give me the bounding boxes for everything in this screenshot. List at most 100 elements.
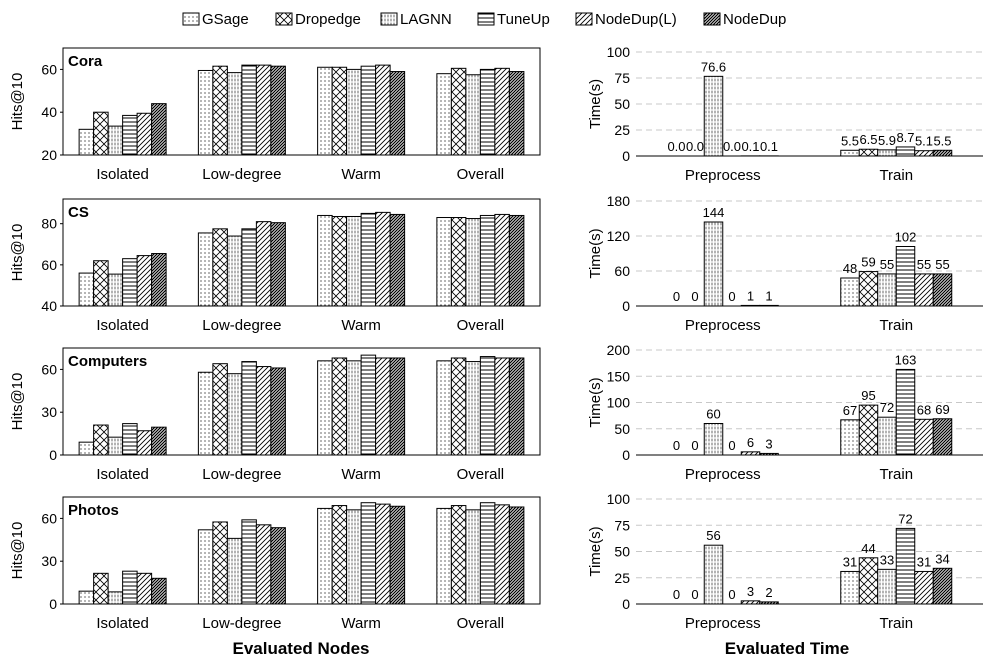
y-tick-label: 150 [607,368,631,384]
data-label-lagnn-train: 72 [880,400,894,415]
data-label-tuneup-train: 72 [898,511,912,526]
bar-tuneup-train [895,527,916,605]
y-tick-label: 0 [49,447,57,463]
bar-nodedup-warm [389,71,406,156]
y-tick-label: 100 [607,44,631,60]
bar-gsage-isolated [78,441,95,456]
legend-label-gsage: GSage [202,11,249,28]
y-tick-label: 100 [607,395,631,411]
x-category-label: Train [879,167,913,184]
y-tick-label: 75 [614,517,630,533]
data-label-tuneup-train: 8.7 [896,130,914,145]
y-tick-label: 50 [614,421,630,437]
bar-lagnn-train [877,416,897,456]
bar-gsage-low-degree [197,371,214,456]
bar-gsage-train [840,570,860,605]
data-label-gsage-train: 48 [843,261,857,276]
data-label-nodedup-l-train: 31 [917,554,931,569]
bar-lagnn-preprocess [703,75,724,157]
data-label-tuneup-preprocess: 0 [728,289,735,304]
x-title-left: Evaluated Nodes [233,639,370,658]
data-label-tuneup-train: 102 [895,230,917,245]
bar-tuneup-overall [479,214,496,307]
bar-nodedup-l-low-degree [255,524,272,605]
data-label-lagnn-train: 33 [880,552,894,567]
data-label-dropedge-train: 59 [861,255,875,270]
y-tick-label: 40 [41,104,57,120]
bar-nodedup-warm [389,505,406,605]
bar-dropedge-warm [331,215,348,307]
x-category-label: Isolated [96,615,149,632]
bar-nodedup-warm [389,357,406,456]
bar-nodedup-l-warm [375,64,391,156]
bar-tuneup-isolated [122,423,138,456]
bar-tuneup-train [895,368,916,456]
bar-dropedge-warm [331,357,348,456]
x-category-label: Preprocess [685,466,761,483]
bar-dropedge-isolated [93,424,109,456]
bar-lagnn-train [877,568,897,605]
bar-lagnn-isolated [107,273,124,307]
y-axis-label: Time(s) [587,79,604,129]
data-label-nodedup-l-preprocess: 3 [747,584,754,599]
y-axis-label: Hits@10 [9,73,26,131]
y-tick-label: 0 [49,596,57,612]
bar-nodedup-l-isolated [136,255,153,307]
y-tick-label: 50 [614,544,630,560]
bar-nodedup-isolated [151,253,167,307]
bar-nodedup-l-overall [494,357,510,456]
y-tick-label: 20 [41,147,57,163]
bar-gsage-low-degree [197,69,214,156]
bar-lagnn-warm [346,68,362,156]
bar-dropedge-overall [450,67,467,156]
x-title-right: Evaluated Time [725,639,849,658]
x-category-label: Low-degree [202,466,281,483]
plot-frame [62,47,541,156]
chart-panel-computers: 0 30 60 Hits@10 Isolated Low-degree Warm Overal… [9,347,541,483]
bar-lagnn-warm [346,509,362,605]
data-label-nodedup-preprocess: 2 [765,585,772,600]
bar-nodedup-overall [508,71,525,156]
x-category-label: Preprocess [685,167,761,184]
bar-gsage-warm [317,214,333,307]
y-axis-label: Hits@10 [9,224,26,282]
bar-nodedup-l-isolated [136,112,153,156]
y-tick-label: 0 [622,447,630,463]
bar-dropedge-overall [450,505,467,605]
y-tick-label: 80 [41,216,57,232]
bar-gsage-train [840,149,860,157]
data-label-tuneup-preprocess: 0 [728,438,735,453]
legend-label-nodedup-l: NodeDup(L) [595,11,677,28]
bar-nodedup-l-overall [494,504,510,605]
x-category-label: Low-degree [202,166,281,183]
bar-lagnn-low-degree [226,235,243,307]
bar-gsage-isolated [78,590,95,605]
bar-nodedup-train [932,418,953,456]
y-tick-label: 75 [614,70,630,86]
bar-lagnn-low-degree [226,373,243,456]
bar-nodedup-overall [508,506,525,605]
data-label-gsage-preprocess: 0 [673,289,680,304]
data-label-gsage-preprocess: 0 [673,587,680,602]
bar-gsage-overall [436,217,452,307]
bar-nodedup-overall [508,357,525,456]
bar-tuneup-overall [479,68,496,156]
bar-nodedup-l-low-degree [255,64,272,156]
bar-lagnn-low-degree [226,72,243,156]
bar-lagnn-overall [465,218,481,307]
bar-tuneup-warm [360,212,377,307]
data-label-nodedup-train: 55 [935,257,949,272]
bar-dropedge-train [858,271,879,307]
bar-nodedup-low-degree [270,222,286,307]
x-category-label: Isolated [96,166,149,183]
chart-panel-photos: 0 30 60 Hits@10 Isolated Low-degree Warm Overal… [9,496,541,632]
y-axis-label: Time(s) [587,526,604,576]
bar-gsage-warm [317,66,333,156]
bar-lagnn-preprocess [703,221,724,307]
bar-tuneup-low-degree [241,228,257,307]
data-label-tuneup-preprocess: 0 [728,587,735,602]
bar-nodedup-l-warm [375,211,391,307]
x-category-label: Warm [341,615,380,632]
